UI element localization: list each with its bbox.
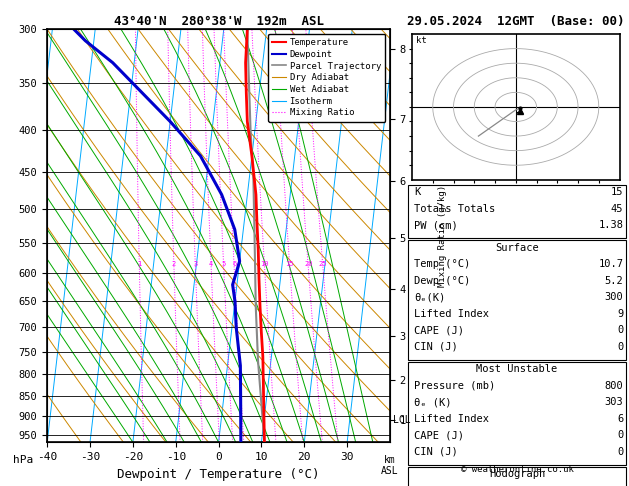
Text: 10: 10 (260, 261, 269, 267)
Text: Temp (°C): Temp (°C) (414, 259, 470, 269)
Text: 5: 5 (221, 261, 226, 267)
Text: 1: 1 (137, 261, 142, 267)
Text: 800: 800 (604, 381, 623, 391)
Text: Hodograph: Hodograph (489, 469, 545, 479)
Text: CIN (J): CIN (J) (414, 447, 458, 457)
Text: Dewp (°C): Dewp (°C) (414, 276, 470, 286)
Text: kt: kt (416, 36, 427, 45)
Text: Most Unstable: Most Unstable (476, 364, 558, 374)
Text: 5.2: 5.2 (604, 276, 623, 286)
Text: 6: 6 (617, 414, 623, 424)
Text: 20: 20 (304, 261, 313, 267)
Text: 45: 45 (611, 204, 623, 214)
Text: 25: 25 (319, 261, 327, 267)
Text: km
ASL: km ASL (381, 455, 399, 476)
Text: CAPE (J): CAPE (J) (414, 430, 464, 440)
Text: 2: 2 (172, 261, 176, 267)
Text: 0: 0 (617, 325, 623, 335)
X-axis label: Dewpoint / Temperature (°C): Dewpoint / Temperature (°C) (118, 468, 320, 481)
Text: © weatheronline.co.uk: © weatheronline.co.uk (460, 465, 574, 474)
Text: LCL: LCL (393, 415, 411, 425)
Text: 3: 3 (193, 261, 198, 267)
Text: CAPE (J): CAPE (J) (414, 325, 464, 335)
Text: Surface: Surface (495, 243, 539, 253)
Text: K: K (414, 187, 420, 197)
Text: 300: 300 (604, 292, 623, 302)
Text: 1.38: 1.38 (598, 220, 623, 230)
Text: θₑ (K): θₑ (K) (414, 397, 452, 407)
Text: 10.7: 10.7 (598, 259, 623, 269)
Text: 0: 0 (617, 430, 623, 440)
Text: 0: 0 (617, 447, 623, 457)
Text: 303: 303 (604, 397, 623, 407)
Text: hPa: hPa (13, 455, 33, 465)
Text: 6: 6 (232, 261, 237, 267)
Text: Totals Totals: Totals Totals (414, 204, 495, 214)
Text: Mixing Ratio (g/kg): Mixing Ratio (g/kg) (438, 185, 447, 287)
Text: 4: 4 (209, 261, 213, 267)
Text: 43°40'N  280°38'W  192m  ASL: 43°40'N 280°38'W 192m ASL (114, 15, 323, 28)
Text: θₑ(K): θₑ(K) (414, 292, 445, 302)
Legend: Temperature, Dewpoint, Parcel Trajectory, Dry Adiabat, Wet Adiabat, Isotherm, Mi: Temperature, Dewpoint, Parcel Trajectory… (268, 34, 386, 122)
Text: PW (cm): PW (cm) (414, 220, 458, 230)
Text: 15: 15 (611, 187, 623, 197)
Text: CIN (J): CIN (J) (414, 342, 458, 352)
Text: Pressure (mb): Pressure (mb) (414, 381, 495, 391)
Text: Lifted Index: Lifted Index (414, 309, 489, 319)
Text: 15: 15 (286, 261, 294, 267)
Text: Lifted Index: Lifted Index (414, 414, 489, 424)
Text: 29.05.2024  12GMT  (Base: 00): 29.05.2024 12GMT (Base: 00) (407, 15, 625, 28)
Text: 0: 0 (617, 342, 623, 352)
Text: 9: 9 (617, 309, 623, 319)
